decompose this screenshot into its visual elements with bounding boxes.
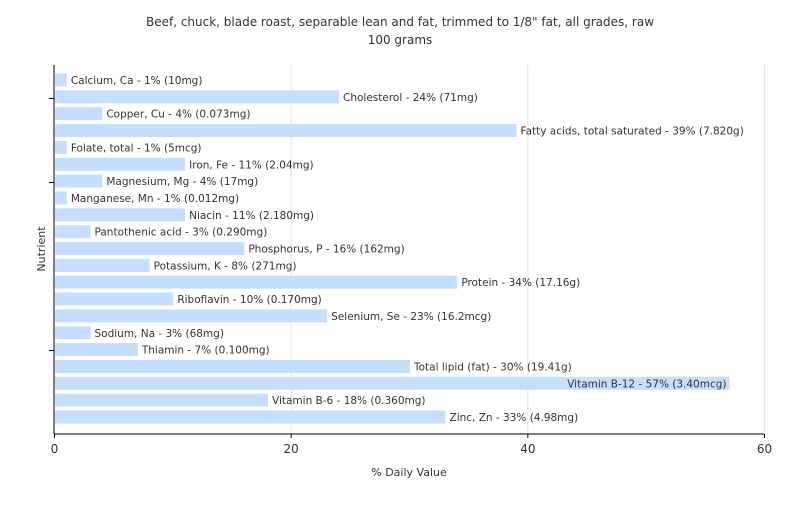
bar-label: Manganese, Mn - 1% (0.012mg) [71,193,239,205]
bar [55,174,103,188]
bar [55,410,446,424]
bar [55,208,186,222]
chart-subtitle: 100 grams [368,33,433,47]
bar-labels: Calcium, Ca - 1% (10mg) Cholesterol - 24%… [71,75,744,424]
bar-label: Zinc, Zn - 33% (4.98mg) [450,412,579,424]
x-tick-label: 0 [51,442,59,456]
bar-label: Protein - 34% (17.16g) [461,277,580,289]
bar-label: Niacin - 11% (2.180mg) [189,210,314,222]
x-tick-label: 20 [284,442,299,456]
bar-label: Vitamin B-6 - 18% (0.360mg) [272,395,426,407]
bar-label: Sodium, Na - 3% (68mg) [95,328,224,340]
x-tick-label: 60 [757,442,772,456]
bar [55,376,730,390]
bar-label: Pantothenic acid - 3% (0.290mg) [95,227,268,239]
bar-label: Copper, Cu - 4% (0.073mg) [106,109,250,121]
bar [55,124,517,138]
bar-label: Folate, total - 1% (5mcg) [71,142,202,154]
bar [55,73,67,87]
bars [55,73,730,424]
bar-label: Calcium, Ca - 1% (10mg) [71,75,203,87]
bar [55,326,91,340]
ticks: 0 20 40 60 [49,98,772,456]
bar-label: Iron, Fe - 11% (2.04mg) [189,159,313,171]
bar [55,140,67,154]
bar-label: Riboflavin - 10% (0.170mg) [177,294,321,306]
bar [55,292,174,306]
bar-label: Fatty acids, total saturated - 39% (7.82… [521,126,744,138]
bar [55,157,186,171]
bar-label: Total lipid (fat) - 30% (19.41g) [413,361,572,373]
bar [55,275,458,289]
axes [53,65,764,435]
x-tick-label: 40 [520,442,535,456]
bar [55,359,410,373]
bar [55,90,339,104]
bar [55,191,67,205]
bar-label: Vitamin B-12 - 57% (3.40mcg) [567,378,726,390]
bar-label: Phosphorus, P - 16% (162mg) [248,244,404,256]
bar [55,393,268,407]
bar [55,258,150,272]
bar-label: Potassium, K - 8% (271mg) [154,260,297,272]
y-axis-title: Nutrient [35,226,48,272]
x-axis-title: % Daily Value [371,466,447,479]
bar [55,107,103,121]
bar [55,242,245,255]
bar [55,225,91,239]
bar-label: Thiamin - 7% (0.100mg) [141,345,270,357]
bar-label: Cholesterol - 24% (71mg) [343,92,478,104]
bar-label: Selenium, Se - 23% (16.2mcg) [331,311,491,323]
chart-title: Beef, chuck, blade roast, separable lean… [146,15,654,29]
bar [55,343,138,357]
bar [55,309,328,323]
bar-label: Magnesium, Mg - 4% (17mg) [106,176,258,188]
